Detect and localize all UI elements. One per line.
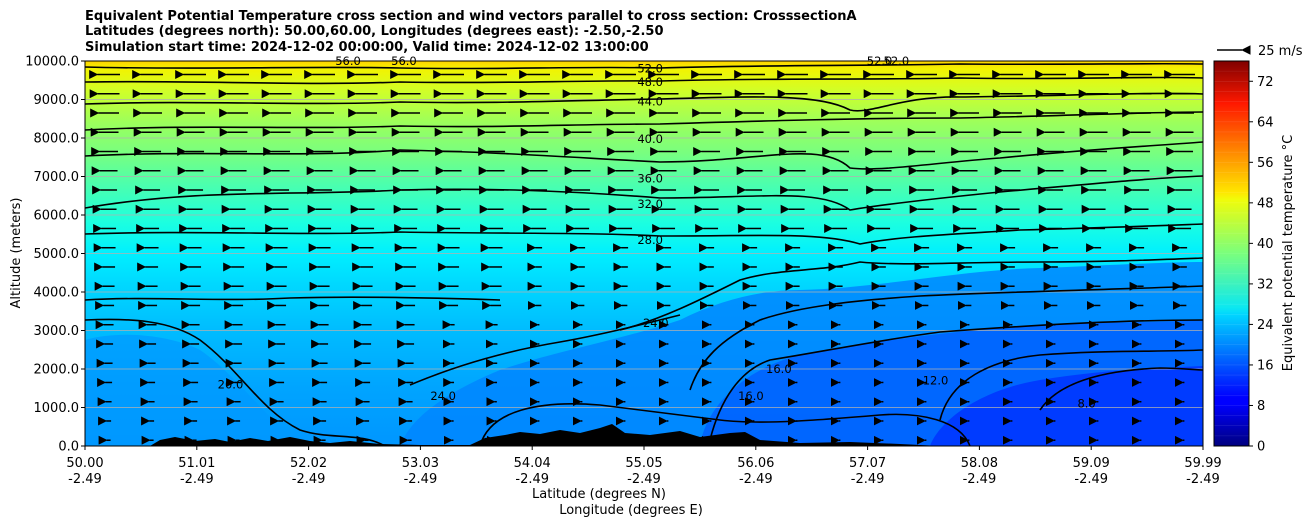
colorbar-tick-label: 0 — [1257, 440, 1265, 455]
x-tick-label-lat: 59.09 — [1073, 456, 1110, 471]
contour-label: 24.0 — [430, 389, 456, 403]
chart-title-line2: Latitudes (degrees north): 50.00,60.00, … — [85, 24, 664, 39]
y-tick-label: 2000.0 — [34, 363, 80, 378]
x-tick-label-lon: -2.49 — [1186, 472, 1220, 487]
contour-label: 20.0 — [218, 377, 244, 391]
contour-line-16-lower — [479, 402, 971, 446]
colorbar-tick-label: 72 — [1257, 75, 1274, 90]
x-tick-label-lon: -2.49 — [68, 472, 102, 487]
x-axis-label-2: Longitude (degrees E) — [559, 503, 703, 518]
contour-label: 52.0 — [867, 54, 893, 68]
x-tick-label-lon: -2.49 — [851, 472, 885, 487]
x-tick-label-lon: -2.49 — [739, 472, 773, 487]
cool-region-south — [85, 334, 300, 446]
x-tick-label-lon: -2.49 — [180, 472, 214, 487]
x-tick-label-lat: 51.01 — [178, 456, 215, 471]
x-tick-label-lon: -2.49 — [292, 472, 326, 487]
y-axis: 0.0 1000.0 2000.0 3000.0 4000.0 5000.0 6000.0 7… — [25, 55, 85, 455]
contour-labels: 52.048.044.040.036.032.028.024.024.020.0… — [218, 54, 1096, 411]
y-tick-label: 10000.0 — [25, 55, 79, 70]
x-tick-label-lon: -2.49 — [404, 472, 438, 487]
quiver-key-label: 25 m/s — [1258, 44, 1303, 59]
contour-label: 52.0 — [637, 62, 663, 76]
contour-label: 16.0 — [766, 362, 792, 376]
x-tick-label-lat: 52.02 — [290, 456, 327, 471]
y-tick-label: 1000.0 — [34, 401, 80, 416]
y-tick-label: 0.0 — [58, 440, 79, 455]
contour-line-24-north-upper — [619, 257, 1203, 331]
colorbar-tick-label: 8 — [1257, 399, 1265, 414]
contour-label: 8.0 — [1077, 397, 1095, 411]
y-tick-label: 7000.0 — [34, 170, 80, 185]
colorbar-frame — [1213, 60, 1250, 447]
wind-vectors — [89, 69, 1196, 445]
x-tick-label-lat: 55.05 — [625, 456, 662, 471]
contour-line-24-south — [85, 296, 501, 301]
contour-label: 40.0 — [637, 132, 663, 146]
contour-line-36 — [85, 141, 1203, 170]
contour-line-8 — [1039, 367, 1203, 411]
chart-title-line3: Simulation start time: 2024-12-02 00:00:… — [85, 40, 649, 55]
colorbar: 0 8 16 24 32 40 48 56 64 72 — [1213, 60, 1274, 455]
x-tick-label-lat: 50.00 — [66, 456, 103, 471]
contour-line-40 — [85, 111, 1203, 131]
colorbar-tick-label: 48 — [1257, 196, 1274, 211]
contour-label: 44.0 — [637, 94, 663, 108]
x-tick-label-lat: 59.99 — [1184, 456, 1221, 471]
contour-line-28 — [85, 223, 1203, 245]
chart-title-line1: Equivalent Potential Temperature cross s… — [85, 9, 857, 24]
colorbar-ticks: 0 8 16 24 32 40 48 56 64 72 — [1249, 75, 1274, 455]
y-tick-label: 9000.0 — [34, 93, 80, 108]
x-tick-label-lon: -2.49 — [1074, 472, 1108, 487]
y-tick-label: 3000.0 — [34, 324, 80, 339]
x-tick-label-lat: 53.03 — [402, 456, 439, 471]
contour-line-12 — [939, 349, 1203, 421]
contour-line-44 — [85, 92, 1203, 112]
y-tick-label: 8000.0 — [34, 132, 80, 147]
x-tick-label-lat: 57.07 — [849, 456, 886, 471]
contour-label: 24.0 — [643, 316, 669, 330]
contour-label: 56.0 — [335, 54, 361, 68]
contour-line-20-north — [689, 285, 1203, 391]
contour-label: 28.0 — [637, 233, 663, 247]
x-tick-label-lat: 58.08 — [961, 456, 998, 471]
y-axis-label: Altitude (meters) — [9, 198, 24, 309]
contour-label: 48.0 — [637, 75, 663, 89]
colorbar-gradient — [1214, 61, 1249, 446]
contour-label: 12.0 — [923, 374, 949, 388]
x-axis-label: Latitude (degrees N) — [532, 487, 666, 502]
x-tick-label-lat: 54.04 — [514, 456, 551, 471]
colorbar-tick-label: 64 — [1257, 115, 1274, 130]
y-tick-label: 5000.0 — [34, 247, 80, 262]
x-tick-label-lon: -2.49 — [963, 472, 997, 487]
contour-lines — [85, 62, 1203, 446]
colorbar-label: Equivalent potential temperature °C — [1281, 135, 1296, 371]
contour-label: 52.0 — [884, 54, 910, 68]
y-tick-label: 6000.0 — [34, 209, 80, 224]
contour-line-52 — [85, 62, 1203, 70]
colorbar-tick-label: 32 — [1257, 277, 1274, 292]
contour-label: 36.0 — [637, 171, 663, 185]
x-tick-label-lat: 56.06 — [737, 456, 774, 471]
contour-label: 32.0 — [637, 197, 663, 211]
colorbar-bands — [1214, 70, 1249, 437]
x-tick-label-lon: -2.49 — [515, 472, 549, 487]
y-tick-label: 4000.0 — [34, 286, 80, 301]
contour-line-32 — [85, 175, 1203, 211]
terrain — [150, 424, 940, 446]
x-tick-label-lon: -2.49 — [627, 472, 661, 487]
contour-label: 56.0 — [391, 54, 417, 68]
colorbar-tick-label: 40 — [1257, 237, 1274, 252]
plot-area — [85, 61, 1203, 446]
contour-label: 16.0 — [738, 389, 764, 403]
colorbar-tick-label: 24 — [1257, 318, 1274, 333]
x-axis: 50.00-2.4951.01-2.4952.02-2.4953.03-2.49… — [66, 446, 1222, 487]
colorbar-tick-label: 16 — [1257, 358, 1274, 373]
contour-line-24-mid — [409, 314, 681, 386]
colorbar-tick-label: 56 — [1257, 156, 1274, 171]
